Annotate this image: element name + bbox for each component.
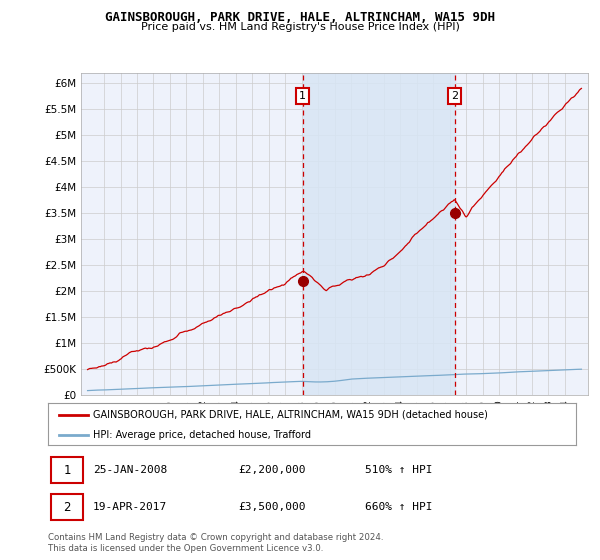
Text: 25-JAN-2008: 25-JAN-2008 — [93, 465, 167, 475]
Text: 2: 2 — [451, 91, 458, 101]
FancyBboxPatch shape — [50, 458, 83, 483]
Text: GAINSBOROUGH, PARK DRIVE, HALE, ALTRINCHAM, WA15 9DH (detached house): GAINSBOROUGH, PARK DRIVE, HALE, ALTRINCH… — [93, 410, 488, 420]
Text: GAINSBOROUGH, PARK DRIVE, HALE, ALTRINCHAM, WA15 9DH: GAINSBOROUGH, PARK DRIVE, HALE, ALTRINCH… — [105, 11, 495, 24]
Text: 2: 2 — [63, 501, 71, 514]
Text: £3,500,000: £3,500,000 — [238, 502, 305, 512]
Text: Price paid vs. HM Land Registry's House Price Index (HPI): Price paid vs. HM Land Registry's House … — [140, 22, 460, 32]
Text: HPI: Average price, detached house, Trafford: HPI: Average price, detached house, Traf… — [93, 430, 311, 440]
Bar — [303, 73, 455, 395]
FancyBboxPatch shape — [50, 494, 83, 520]
Text: 1: 1 — [63, 464, 71, 477]
Text: 660% ↑ HPI: 660% ↑ HPI — [365, 502, 432, 512]
Text: 19-APR-2017: 19-APR-2017 — [93, 502, 167, 512]
Text: 1: 1 — [299, 91, 306, 101]
Text: 510% ↑ HPI: 510% ↑ HPI — [365, 465, 432, 475]
Text: £2,200,000: £2,200,000 — [238, 465, 305, 475]
Text: Contains HM Land Registry data © Crown copyright and database right 2024.
This d: Contains HM Land Registry data © Crown c… — [48, 533, 383, 553]
